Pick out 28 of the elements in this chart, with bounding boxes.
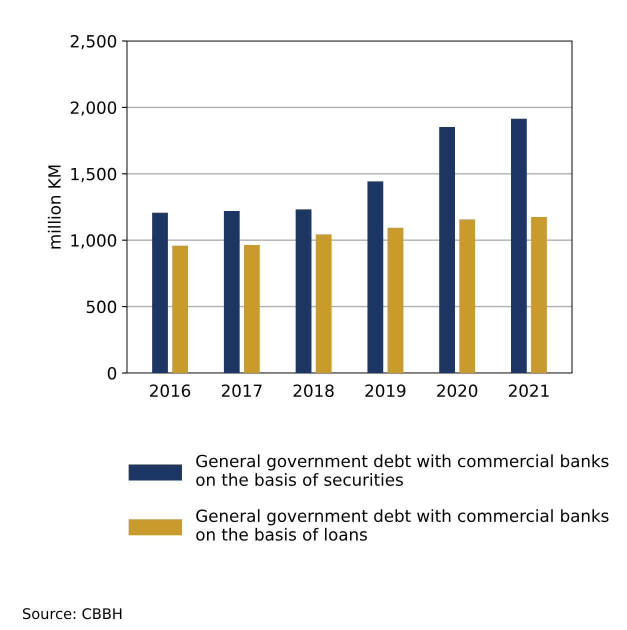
bar xyxy=(531,216,547,373)
y-tick-label: 2,000 xyxy=(70,101,116,116)
x-tick-label: 2016 xyxy=(150,384,190,398)
bar xyxy=(172,246,188,373)
source-note: Source: CBBH xyxy=(22,608,122,620)
legend-label: General government debt with commercial banks on the basis of securities xyxy=(196,454,608,486)
y-tick-label: 0 xyxy=(108,366,116,380)
x-tick-label: 2019 xyxy=(365,384,406,398)
y-tick-label: 1,500 xyxy=(71,168,116,182)
bar xyxy=(367,181,384,373)
y-axis-title: million KM xyxy=(48,166,61,249)
y-tick-label: 500 xyxy=(86,300,116,314)
x-tick-label: 2020 xyxy=(437,384,478,398)
legend-label: General government debt with commercial banks on the basis of loans xyxy=(196,509,608,541)
bar xyxy=(510,118,527,373)
bar xyxy=(224,210,240,373)
bar xyxy=(439,127,456,373)
x-tick-label: 2021 xyxy=(508,384,549,398)
bar xyxy=(244,244,260,373)
y-tick-label: 1,000 xyxy=(71,234,116,248)
bar xyxy=(296,209,312,373)
bar xyxy=(316,234,332,373)
x-tick-label: 2017 xyxy=(222,384,262,398)
bar xyxy=(388,228,404,373)
y-tick-label: 2,500 xyxy=(70,34,116,50)
bar xyxy=(459,219,476,373)
bar xyxy=(152,212,168,373)
x-tick-label: 2018 xyxy=(294,384,334,398)
